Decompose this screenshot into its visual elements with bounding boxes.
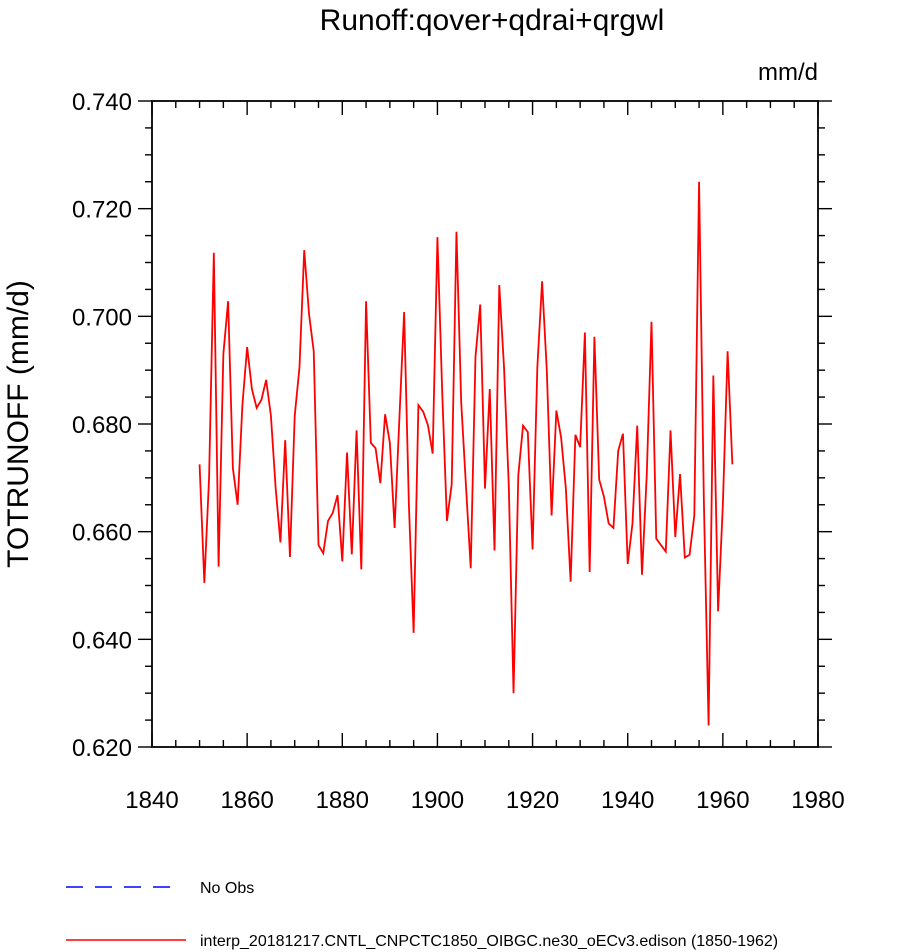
y-tick-label: 0.700 [72,304,132,331]
x-tick-label: 1940 [601,787,654,814]
y-tick-label: 0.680 [72,412,132,439]
x-tick-label: 1980 [791,787,844,814]
x-tick-label: 1840 [125,787,178,814]
y-tick-label: 0.720 [72,197,132,224]
y-tick-label: 0.640 [72,627,132,654]
y-tick-label: 0.740 [72,89,132,116]
plot-frame [151,100,819,748]
axis-ticks [138,100,832,748]
legend-label-no-obs: No Obs [200,880,254,897]
x-tick-label: 1960 [696,787,749,814]
y-tick-label: 0.620 [72,735,132,762]
legend: No Obs interp_20181217.CNTL_CNPCTC1850_O… [66,880,778,950]
y-tick-label: 0.660 [72,520,132,547]
plot-series [198,181,734,726]
legend-label-model: interp_20181217.CNTL_CNPCTC1850_OIBGC.ne… [200,933,778,950]
x-tick-label: 1860 [220,787,273,814]
y-axis-label: TOTRUNOFF (mm/d) [2,280,35,568]
x-tick-label: 1880 [316,787,369,814]
chart-title: Runoff:qover+qdrai+qrgwl [320,4,665,37]
x-tick-label: 1920 [506,787,559,814]
axis-tick-labels: 1840 1860 1880 1900 1920 1940 1960 1980 0.620 0.6… [72,89,845,814]
x-tick-label: 1900 [411,787,464,814]
series-line-1 [198,181,734,726]
units-label: mm/d [758,59,818,86]
